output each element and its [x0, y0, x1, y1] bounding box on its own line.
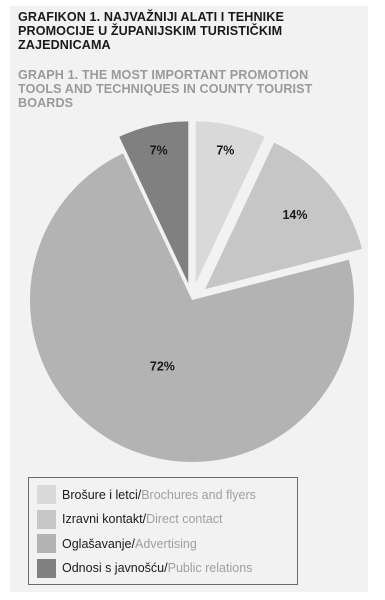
legend-label-en: Advertising: [134, 536, 197, 551]
legend-item-brochures: Brošure i letci / Brochures and flyers: [37, 484, 297, 505]
legend-label-hr: Odnosi s javnošću: [62, 561, 165, 575]
legend-swatch: [37, 534, 56, 553]
pie-chart: 7% 14% 72% 7%: [29, 121, 363, 462]
pie-data-label-advertising: 72%: [150, 360, 175, 374]
pie-slice-brochures: [195, 121, 265, 284]
legend-label-hr: Izravni kontakt: [62, 512, 143, 526]
legend-label-en: Direct contact: [146, 512, 223, 526]
legend-separator: /: [131, 536, 135, 551]
chart-subtitle-line: BOARDS: [18, 96, 74, 111]
legend-item-public-relations: Odnosi s javnošću / Public relations: [37, 558, 297, 579]
chart-title-line: ZAJEDNICAMA: [18, 38, 111, 53]
legend-item-direct-contact: Izravni kontakt / Direct contact: [37, 509, 297, 530]
legend-label-hr: Oglašavanje: [62, 536, 132, 551]
chart-title-line: GRAFIKON 1. NAJVAŽNIJI ALATI I TEHNIKE: [18, 10, 284, 24]
legend-separator: /: [164, 561, 168, 575]
legend-separator: /: [142, 512, 147, 526]
legend-label-hr: Brošure i letci: [62, 487, 138, 502]
legend-separator: /: [137, 487, 142, 502]
legend-swatch: [37, 485, 56, 504]
pie-slice-public-relations: [119, 121, 189, 284]
pie-data-label-brochures: 7%: [216, 144, 234, 158]
pie-slice-direct-contact: [205, 142, 363, 290]
chart-subtitle-line: TOOLS AND TECHNIQUES IN COUNTY TOURIST: [18, 82, 313, 97]
pie-data-label-direct-contact: 14%: [282, 208, 307, 222]
chart-title-line: PROMOCIJE U ŽUPANIJSKIM TURISTIČKIM: [18, 24, 283, 39]
pie-data-label-public-relations: 7%: [150, 144, 168, 158]
chart-title: GRAFIKON 1. NAJVAŽNIJI ALATI I TEHNIKE P…: [18, 10, 358, 53]
chart-legend: Brošure i letci / Brochures and flyers I…: [28, 477, 298, 585]
legend-swatch: [37, 558, 56, 578]
chart-subtitle-line: GRAPH 1. THE MOST IMPORTANT PROMOTION: [18, 68, 309, 82]
chart-subtitle: GRAPH 1. THE MOST IMPORTANT PROMOTION TO…: [18, 68, 358, 111]
pie-slice-advertising: [29, 153, 355, 462]
legend-label-en: Public relations: [167, 561, 253, 575]
legend-swatch: [37, 509, 56, 529]
legend-item-advertising: Oglašavanje / Advertising: [37, 533, 297, 554]
legend-label-en: Brochures and flyers: [141, 487, 256, 502]
